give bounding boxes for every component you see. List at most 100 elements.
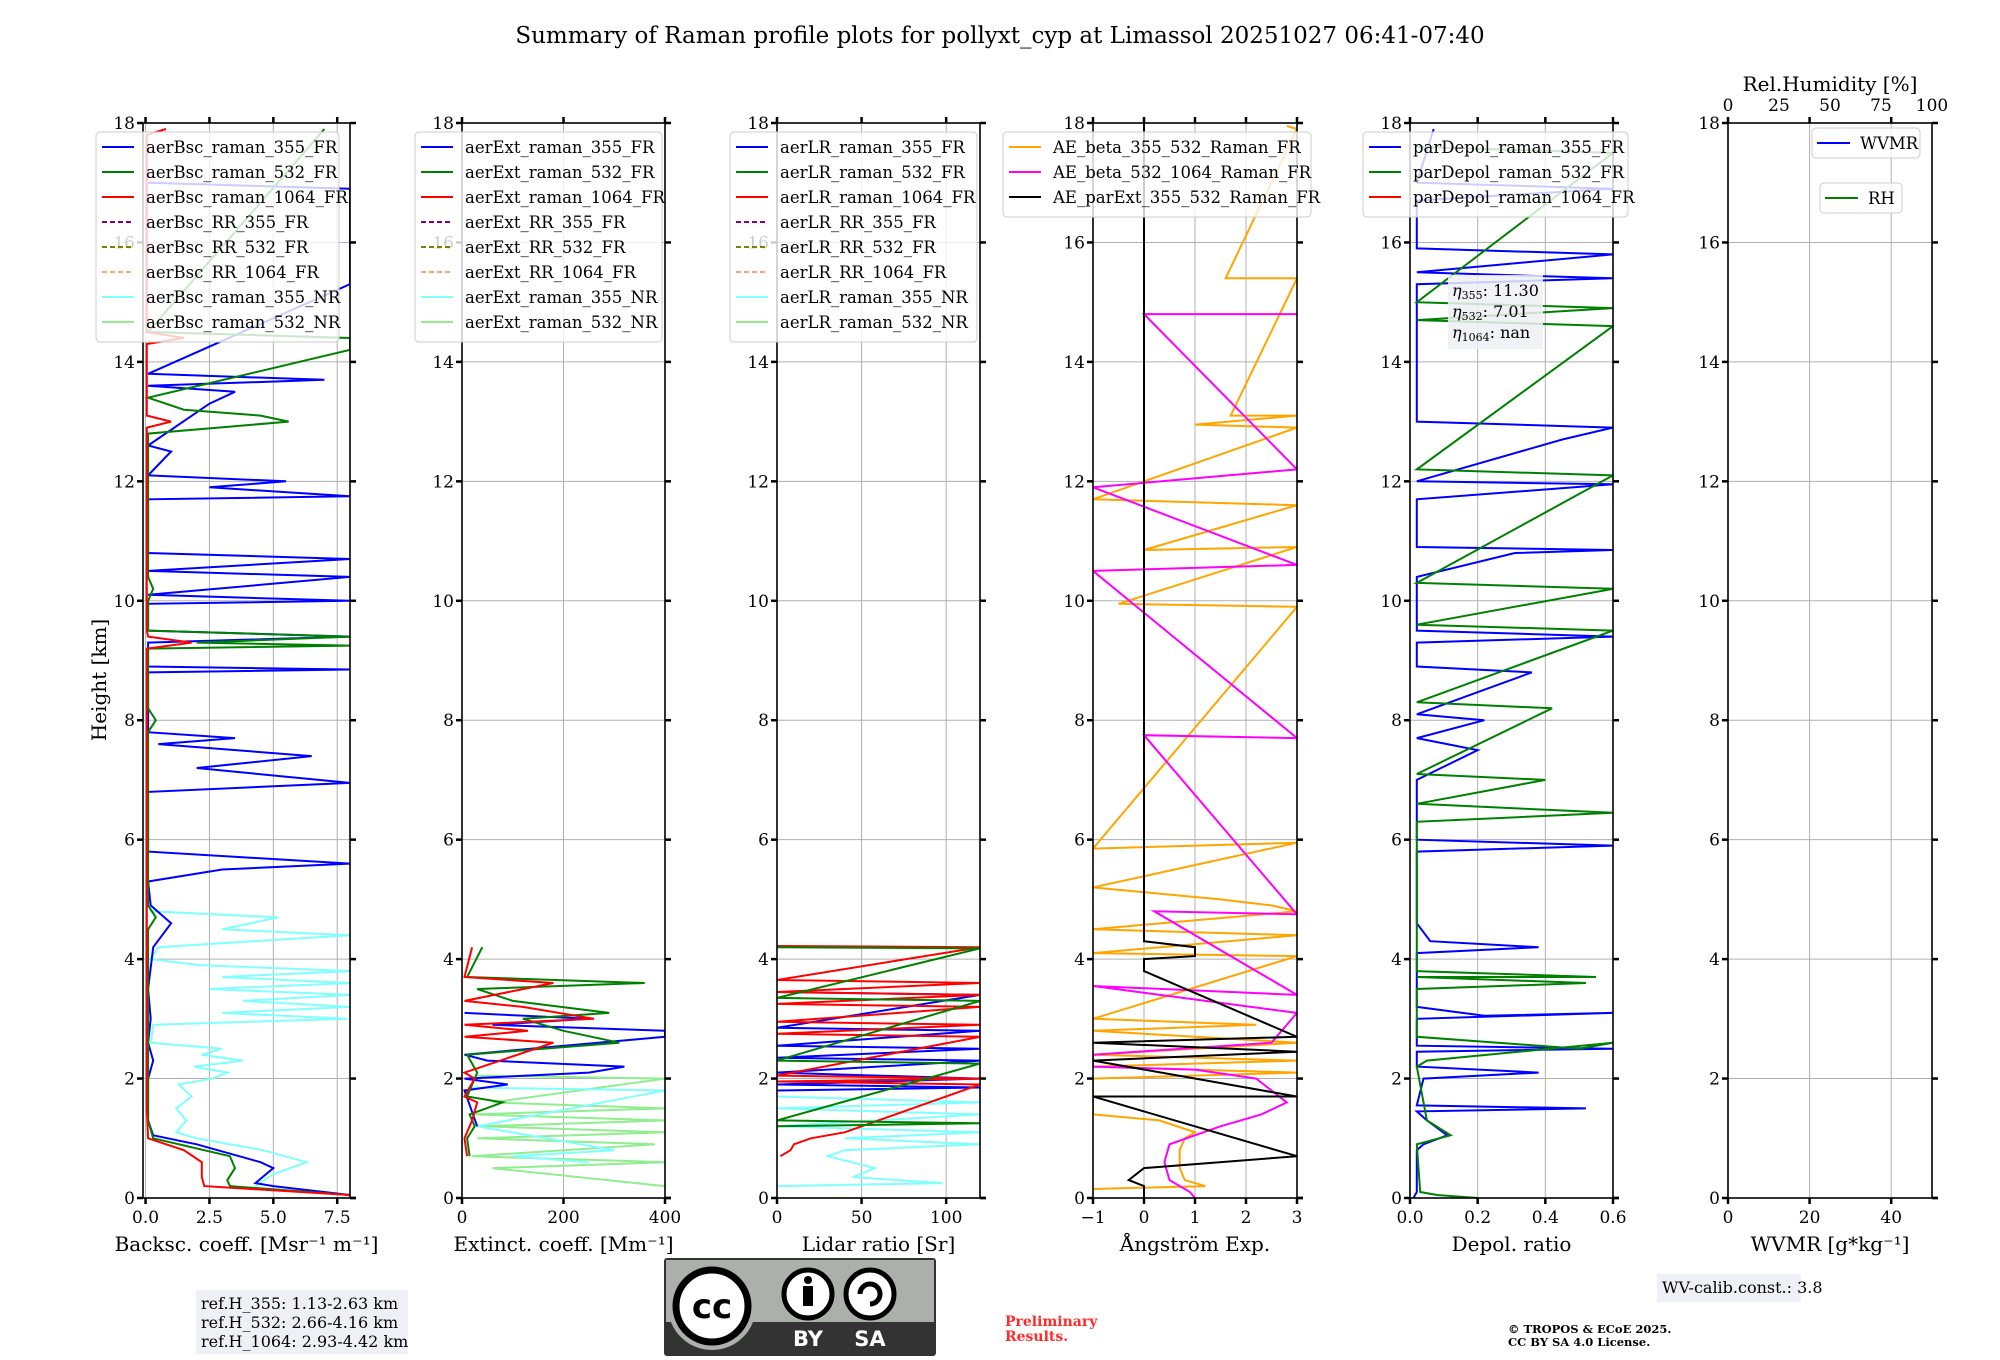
legend-box	[95, 131, 340, 343]
eta-box	[1448, 275, 1543, 349]
y-tick-label: 8	[1074, 711, 1085, 731]
x-tick-label: 0	[1139, 1208, 1150, 1228]
legend-label: parDepol_raman_532_FR	[1413, 163, 1625, 182]
series-line-aerBsc_raman_355_NR	[147, 899, 350, 1187]
y-tick-label: 0	[124, 1189, 135, 1209]
wv-calib-box	[1657, 1274, 1801, 1302]
series-line-aerExt_raman_532_NR	[472, 1074, 665, 1188]
x-axis-label: Lidar ratio [Sr]	[802, 1232, 956, 1256]
y-tick-label: 4	[1391, 950, 1402, 970]
legend-label: AE_parExt_355_532_Raman_FR	[1052, 188, 1321, 207]
eta-subscript: 532	[1462, 310, 1483, 323]
copyright-line1: © TROPOS & ECoE 2025.	[1508, 1322, 1671, 1336]
y-tick-label: 8	[758, 711, 769, 731]
y-tick-label: 4	[1709, 950, 1720, 970]
legend-box	[1002, 131, 1312, 218]
y-tick-label: 2	[124, 1070, 135, 1090]
legend-label: aerExt_raman_1064_FR	[465, 188, 665, 207]
legend-label: AE_beta_532_1064_Raman_FR	[1052, 163, 1312, 182]
axes-frame	[1409, 122, 1614, 1199]
cc-icon-text: cc	[692, 1287, 732, 1327]
badge-label-sa: SA	[854, 1327, 886, 1351]
y-tick-label: 18	[432, 114, 454, 134]
legend-label: aerExt_RR_532_FR	[465, 238, 626, 257]
legend-label: aerLR_raman_532_NR	[780, 313, 968, 332]
y-tick-label: 10	[432, 592, 454, 612]
rh-tick-label: 0	[1723, 96, 1734, 116]
legend-box	[1362, 131, 1629, 218]
wv-calib-annotation: WV-calib.const.: 3.8	[1657, 1274, 1823, 1302]
y-tick-label: 8	[1391, 711, 1402, 731]
series-line-aerExt_raman_355_NR	[467, 1086, 665, 1164]
rh-axis-label: Rel.Humidity [%]	[1743, 72, 1918, 96]
legend-label: aerBsc_raman_532_NR	[146, 313, 341, 332]
legend-label: aerBsc_RR_532_FR	[146, 238, 309, 257]
legend-label: aerExt_raman_355_NR	[465, 288, 658, 307]
legend-label: aerExt_RR_355_FR	[465, 213, 626, 232]
y-tick-label: 18	[1380, 114, 1402, 134]
legend-label: aerBsc_raman_532_FR	[146, 163, 338, 182]
legend-label: aerBsc_RR_1064_FR	[146, 263, 319, 282]
y-tick-label: 6	[1391, 831, 1402, 851]
x-axis-label: Backsc. coeff. [Msr⁻¹ m⁻¹]	[115, 1232, 379, 1256]
legend: aerLR_raman_355_FR aerLR_raman_532_FR aerL…	[729, 131, 978, 343]
y-tick-label: 12	[1380, 472, 1402, 492]
x-tick-label: 0.2	[1464, 1208, 1491, 1228]
ref-height-box	[196, 1290, 408, 1354]
y-tick-label: 4	[758, 950, 769, 970]
preliminary-label-line2: Results.	[1005, 1329, 1068, 1345]
legend: aerExt_raman_355_FR aerExt_raman_532_FRae…	[414, 131, 665, 343]
legend-label: aerBsc_raman_355_NR	[146, 288, 341, 307]
legend-label: aerExt_RR_1064_FR	[465, 263, 637, 282]
y-tick-label: 12	[113, 472, 135, 492]
y-tick-label: 2	[758, 1070, 769, 1090]
x-tick-label: 2.5	[196, 1208, 223, 1228]
series-line-aerExt_raman_1064_FR	[462, 946, 595, 1157]
y-tick-label: 12	[432, 472, 454, 492]
preliminary-label-line1: Preliminary	[1005, 1314, 1098, 1330]
x-tick-label: 7.5	[324, 1208, 351, 1228]
series-group	[1093, 123, 1297, 1198]
ref-height-355: ref.H_355: 1.13-2.63 km	[201, 1294, 398, 1313]
panel-lr: 024681012141618050100Lidar ratio [Sr]aer…	[729, 114, 986, 1256]
series-line-aerLR_raman_532_FR	[777, 946, 980, 1128]
legend-label: aerBsc_RR_355_FR	[146, 213, 309, 232]
y-tick-label: 0	[443, 1189, 454, 1209]
legend-label: aerLR_raman_532_FR	[780, 163, 965, 182]
y-tick-label: 12	[1698, 472, 1720, 492]
share-alike-arrow	[857, 1281, 883, 1307]
eta-symbol: η	[1452, 281, 1462, 300]
y-tick-label: 14	[432, 353, 454, 373]
series-line-aerExt_raman_355_FR	[463, 1011, 665, 1127]
legend-label: aerExt_raman_355_FR	[465, 138, 655, 157]
x-tick-label: 3	[1292, 1208, 1303, 1228]
eta-subscript: 355	[1462, 289, 1483, 302]
series-line-aerLR_raman_355_NR	[777, 1095, 980, 1188]
person-icon-head	[804, 1276, 812, 1284]
y-tick-label: 2	[443, 1070, 454, 1090]
y-tick-label: 4	[443, 950, 454, 970]
legend-label: aerLR_raman_1064_FR	[780, 188, 976, 207]
x-tick-label: 200	[547, 1208, 579, 1228]
panel-depol: 0 2 4 6 8 10 12 14 16 18 0.0 0.2 0.4 0.6 Depol. ratio p…	[1362, 114, 1635, 1256]
ref-height-1064: ref.H_1064: 2.93-4.42 km	[201, 1332, 408, 1351]
series-line-AE_beta_532_1064_Raman_FR	[1093, 313, 1297, 1198]
x-tick-label: 40	[1880, 1208, 1902, 1228]
grid	[1727, 122, 1932, 1199]
cc-icon	[672, 1266, 752, 1346]
y-tick-label: 2	[1391, 1070, 1402, 1090]
legend-box	[729, 131, 978, 343]
ref-height-532: ref.H_532: 2.66-4.16 km	[201, 1313, 398, 1332]
axes-frame	[1727, 122, 1933, 1199]
legend: aerBsc_raman_355_FR aerBsc_raman_532_FRae…	[95, 131, 348, 343]
x-tick-label: 50	[851, 1208, 873, 1228]
y-tick-label: 6	[443, 831, 454, 851]
series-line-aerLR_raman_1064_FR	[777, 945, 980, 1158]
y-axis-label: Height [km]	[87, 619, 111, 741]
y-tick-label: 10	[113, 592, 135, 612]
series-line-AE_beta_355_532_Raman_FR	[1093, 125, 1297, 1190]
y-tick-label: 16	[1380, 233, 1402, 253]
legend-label: aerBsc_raman_355_FR	[146, 138, 338, 157]
y-tick-label: 18	[747, 114, 769, 134]
